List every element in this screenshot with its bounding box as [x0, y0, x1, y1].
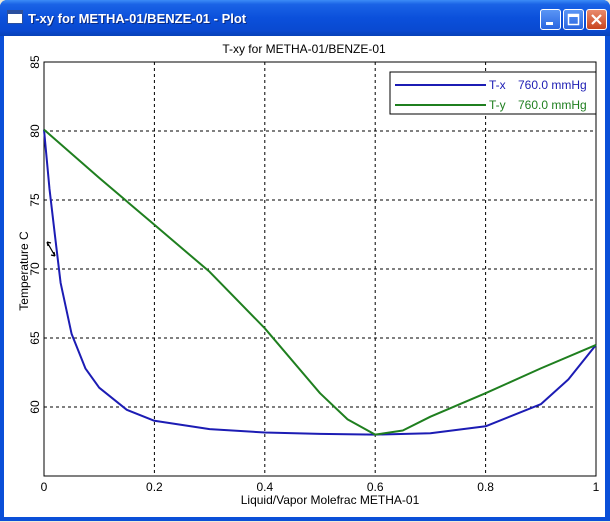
y-tick-label: 75 [28, 193, 42, 207]
app-icon[interactable] [7, 10, 23, 24]
grid-lines [44, 62, 596, 476]
y-tick-label: 70 [28, 262, 42, 276]
y-axis-ticks: 60 65 70 75 80 85 [28, 55, 42, 414]
x-tick-label: 0.2 [146, 480, 163, 494]
maximize-icon [567, 13, 580, 26]
minimize-icon [546, 22, 553, 25]
legend: T-x 760.0 mmHg T-y 760.0 mmHg [389, 71, 597, 115]
x-axis-label: Liquid/Vapor Molefrac METHA-01 [241, 493, 420, 507]
plot-area: 0 0.2 0.4 0.6 0.8 1 60 65 70 75 80 85 T-xy for MET… [4, 36, 605, 517]
series-lines [43, 128, 597, 436]
legend-condition-ty: 760.0 mmHg [518, 98, 587, 112]
x-tick-label: 0 [41, 480, 48, 494]
x-tick-label: 0.8 [477, 480, 494, 494]
close-icon [591, 14, 602, 25]
x-tick-label: 0.6 [367, 480, 384, 494]
x-axis-ticks: 0 0.2 0.4 0.6 0.8 1 [41, 480, 600, 494]
resize-cursor-icon [46, 241, 56, 257]
window-title: T-xy for METHA-01/BENZE-01 - Plot [28, 11, 247, 26]
legend-box [389, 71, 597, 115]
legend-condition-tx: 760.0 mmHg [518, 78, 587, 92]
series-line-t-y [43, 128, 597, 436]
chart-title: T-xy for METHA-01/BENZE-01 [222, 42, 386, 56]
x-tick-label: 1 [593, 480, 600, 494]
plot-frame [43, 61, 597, 477]
series-line-t-x [43, 129, 597, 436]
y-tick-label: 85 [28, 55, 42, 69]
y-tick-label: 65 [28, 331, 42, 345]
txy-chart[interactable]: 0 0.2 0.4 0.6 0.8 1 60 65 70 75 80 85 T-xy for MET… [4, 36, 605, 517]
legend-label-tx: T-x [489, 78, 506, 92]
close-button[interactable] [586, 9, 607, 30]
y-axis-label: Temperature C [17, 231, 31, 311]
minimize-button[interactable] [540, 9, 561, 30]
y-tick-label: 60 [28, 400, 42, 414]
maximize-button[interactable] [563, 9, 584, 30]
title-bar[interactable]: T-xy for METHA-01/BENZE-01 - Plot [0, 0, 610, 36]
y-tick-label: 80 [28, 124, 42, 138]
legend-label-ty: T-y [489, 98, 506, 112]
x-tick-label: 0.4 [256, 480, 273, 494]
